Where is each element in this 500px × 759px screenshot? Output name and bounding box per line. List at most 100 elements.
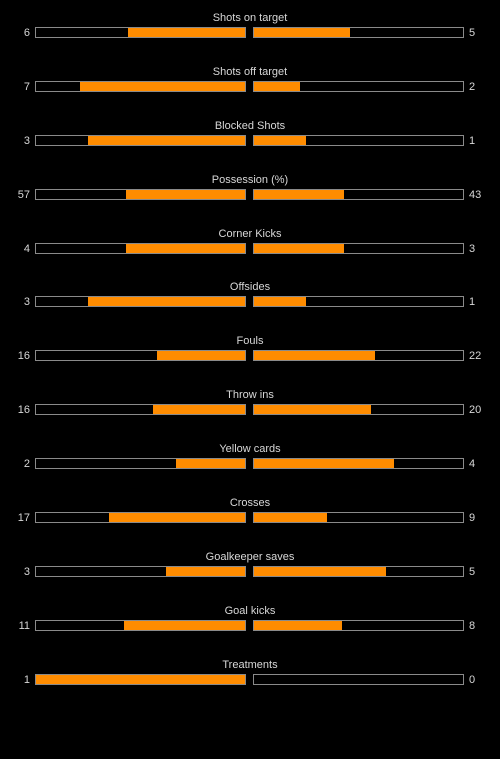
away-bar xyxy=(253,134,464,146)
home-bar xyxy=(35,80,246,92)
home-bar xyxy=(35,350,246,362)
away-bar-fill xyxy=(254,243,344,253)
away-value: 22 xyxy=(469,350,482,363)
home-bar-fill xyxy=(88,135,245,145)
stat-row: Goalkeeper saves 3 5 xyxy=(0,539,500,593)
home-value: 11 xyxy=(18,619,30,632)
stat-label: Treatments xyxy=(222,658,278,671)
away-bar xyxy=(253,404,464,416)
stat-label: Possession (%) xyxy=(211,173,289,186)
home-bar xyxy=(35,458,246,470)
stat-label: Goal kicks xyxy=(224,604,276,617)
away-value: 9 xyxy=(469,512,476,525)
stat-row: Corner Kicks 4 3 xyxy=(0,216,500,270)
home-bar xyxy=(35,619,246,631)
away-bar-fill xyxy=(254,459,395,469)
home-bar-fill xyxy=(125,243,245,253)
home-value: 3 xyxy=(23,565,30,578)
home-bar xyxy=(35,242,246,254)
home-value: 3 xyxy=(23,134,30,147)
stat-label: Offsides xyxy=(229,281,271,294)
stat-row: Crosses 17 9 xyxy=(0,485,500,539)
stat-row: Shots on target 6 5 xyxy=(0,0,500,54)
home-value: 17 xyxy=(17,512,30,525)
stat-label: Goalkeeper saves xyxy=(205,550,295,563)
away-bar-fill xyxy=(254,81,300,91)
home-value: 57 xyxy=(17,188,30,201)
home-bar-fill xyxy=(109,513,245,523)
stat-label: Corner Kicks xyxy=(218,227,282,240)
home-bar xyxy=(35,404,246,416)
stat-label: Fouls xyxy=(236,335,264,348)
away-value: 1 xyxy=(469,296,476,309)
home-bar-fill xyxy=(88,297,245,307)
stat-label: Shots on target xyxy=(212,12,288,24)
away-value: 8 xyxy=(469,619,476,632)
away-bar-fill xyxy=(254,513,328,523)
away-value: 1 xyxy=(469,134,476,147)
away-bar-fill xyxy=(254,405,372,415)
stat-row: Offsides 3 1 xyxy=(0,269,500,323)
away-bar xyxy=(253,619,464,631)
home-bar-fill xyxy=(127,28,245,37)
home-value: 1 xyxy=(23,673,30,686)
stat-row: Blocked Shots 3 1 xyxy=(0,108,500,162)
home-bar xyxy=(35,188,246,200)
stat-row: Shots off target 7 2 xyxy=(0,54,500,108)
home-value: 3 xyxy=(23,296,30,309)
stat-row: Throw ins 16 20 xyxy=(0,377,500,431)
home-bar xyxy=(35,565,246,577)
away-value: 2 xyxy=(469,80,476,93)
away-bar xyxy=(253,242,464,254)
home-bar-fill xyxy=(123,620,245,630)
away-bar xyxy=(253,296,464,308)
home-value: 7 xyxy=(23,80,30,93)
away-bar xyxy=(253,80,464,92)
away-bar xyxy=(253,188,464,200)
stat-row: Yellow cards 2 4 xyxy=(0,431,500,485)
home-bar xyxy=(35,296,246,308)
away-bar xyxy=(253,565,464,577)
home-value: 2 xyxy=(23,458,30,471)
away-bar-fill xyxy=(254,620,342,630)
match-stats-list: Shots on target 6 5 Shots off target 7 2 Block… xyxy=(0,0,500,701)
away-value: 3 xyxy=(469,242,476,255)
home-bar xyxy=(35,673,246,685)
away-bar-fill xyxy=(254,135,307,145)
away-value: 4 xyxy=(469,458,476,471)
away-bar xyxy=(253,350,464,362)
home-bar xyxy=(35,27,246,38)
stat-label: Yellow cards xyxy=(219,443,281,456)
away-value: 0 xyxy=(469,673,476,686)
away-bar-fill xyxy=(254,351,376,361)
away-bar-fill xyxy=(254,28,351,37)
home-bar-fill xyxy=(153,405,245,415)
stat-label: Blocked Shots xyxy=(214,119,286,132)
home-bar xyxy=(35,512,246,524)
home-bar-fill xyxy=(36,674,245,684)
home-bar-fill xyxy=(157,351,245,361)
stat-label: Crosses xyxy=(229,497,271,510)
stat-row: Goal kicks 11 8 xyxy=(0,593,500,647)
away-bar xyxy=(253,458,464,470)
home-bar xyxy=(35,134,246,146)
away-bar xyxy=(253,512,464,524)
home-value: 16 xyxy=(17,404,30,417)
away-value: 43 xyxy=(469,188,482,201)
home-value: 16 xyxy=(17,350,30,363)
stat-row: Treatments 1 0 xyxy=(0,647,500,701)
home-bar-fill xyxy=(125,189,245,199)
away-value: 20 xyxy=(469,404,482,417)
away-bar xyxy=(253,27,464,38)
stat-label: Shots off target xyxy=(212,65,288,78)
stat-row: Possession (%) 57 43 xyxy=(0,162,500,216)
away-bar-fill xyxy=(254,566,386,576)
home-bar-fill xyxy=(165,566,245,576)
away-bar xyxy=(253,673,464,685)
home-bar-fill xyxy=(79,81,245,91)
stat-label: Throw ins xyxy=(226,389,274,402)
home-bar-fill xyxy=(176,459,245,469)
home-value: 6 xyxy=(23,27,30,39)
away-value: 5 xyxy=(469,565,476,578)
stat-row: Fouls 16 22 xyxy=(0,323,500,377)
